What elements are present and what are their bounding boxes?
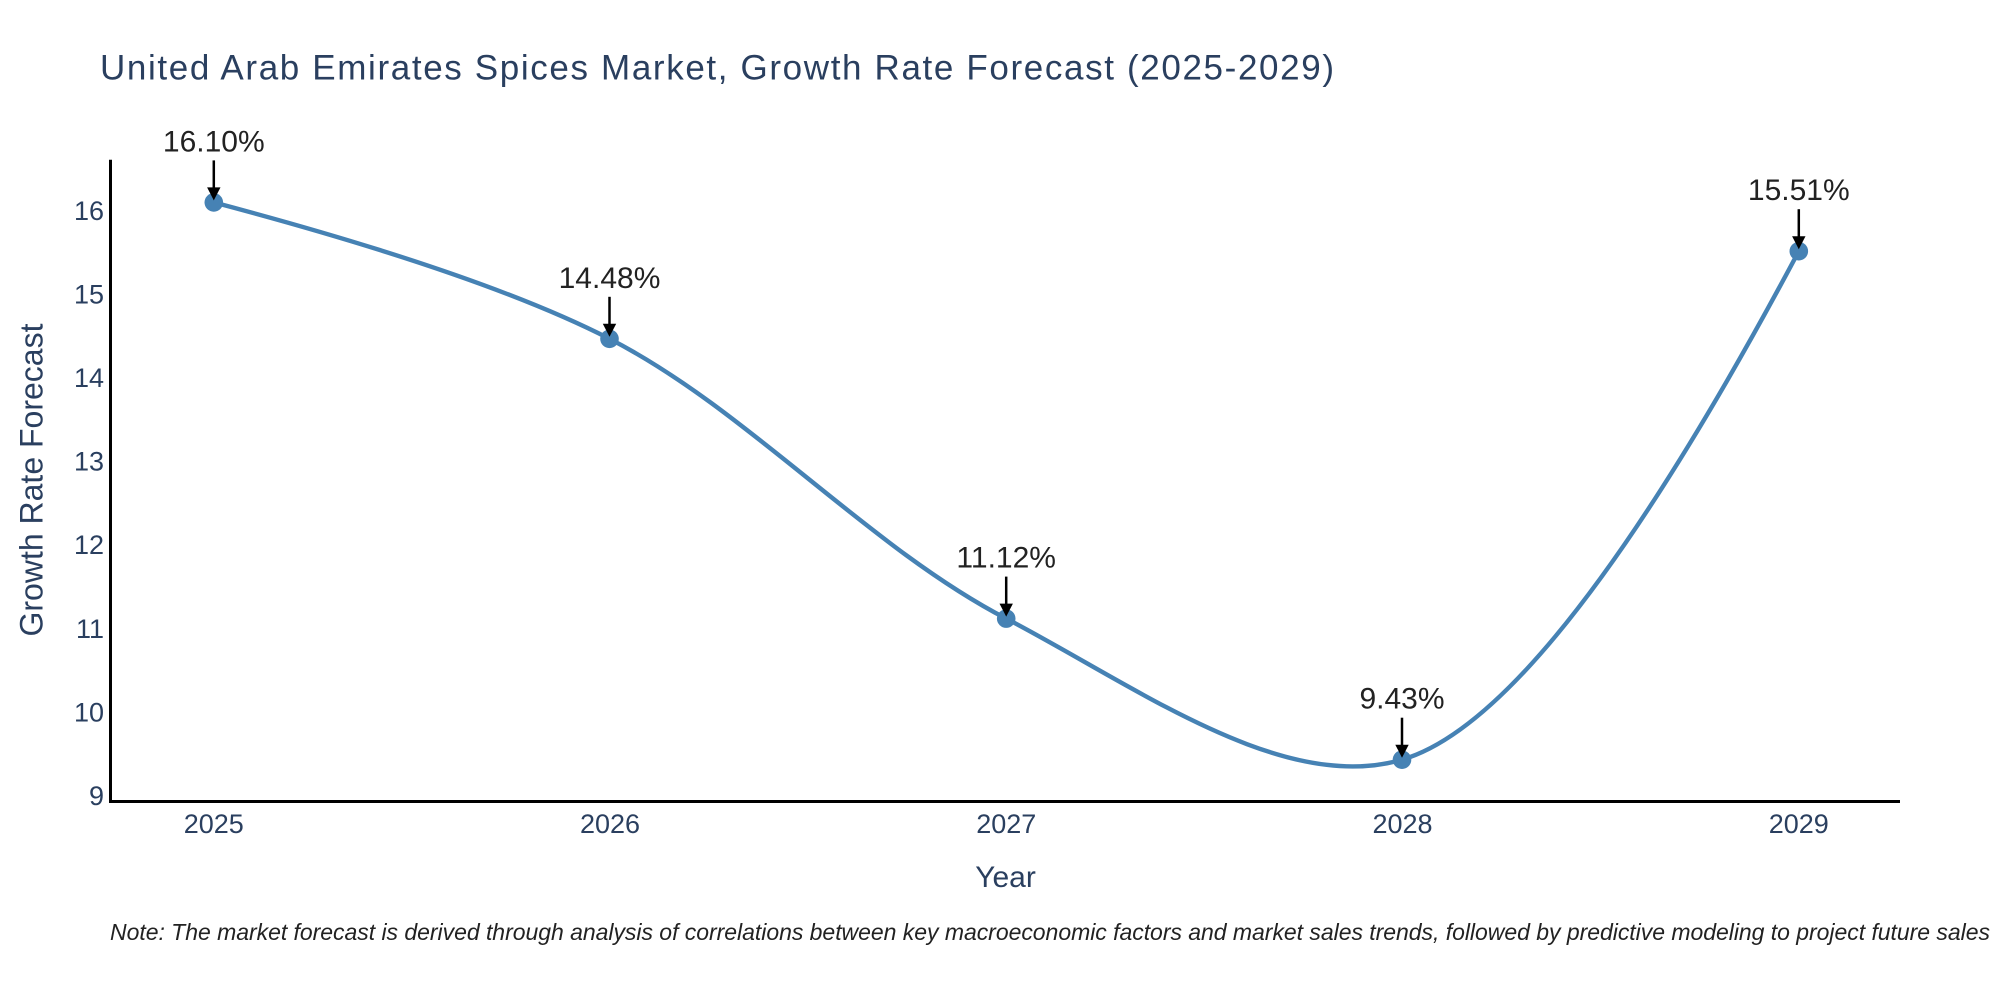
svg-text:14.48%: 14.48% (559, 262, 661, 295)
svg-text:2026: 2026 (580, 809, 640, 839)
svg-text:16: 16 (74, 196, 104, 226)
svg-text:14: 14 (74, 363, 104, 393)
svg-text:11: 11 (76, 614, 104, 644)
svg-text:11.12%: 11.12% (956, 542, 1056, 575)
svg-text:2029: 2029 (1769, 809, 1829, 839)
svg-text:Note: The market forecast is d: Note: The market forecast is derived thr… (110, 919, 1991, 945)
svg-text:Year: Year (975, 861, 1036, 894)
svg-text:2027: 2027 (976, 809, 1036, 839)
svg-text:United Arab Emirates Spices Ma: United Arab Emirates Spices Market, Grow… (100, 49, 1334, 88)
svg-text:9.43%: 9.43% (1359, 683, 1444, 716)
svg-text:2025: 2025 (184, 809, 244, 839)
svg-text:10: 10 (74, 697, 104, 727)
svg-text:15: 15 (74, 280, 104, 310)
svg-text:13: 13 (74, 447, 104, 477)
svg-text:2028: 2028 (1372, 809, 1432, 839)
svg-text:16.10%: 16.10% (163, 125, 265, 158)
svg-text:9: 9 (89, 781, 104, 811)
svg-text:Growth Rate Forecast: Growth Rate Forecast (14, 323, 50, 636)
svg-text:12: 12 (74, 530, 104, 560)
svg-text:15.51%: 15.51% (1748, 174, 1850, 207)
